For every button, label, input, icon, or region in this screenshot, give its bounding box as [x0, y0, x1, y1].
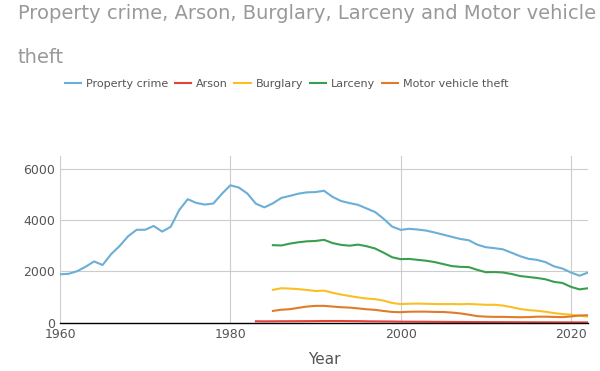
Text: theft: theft [18, 48, 64, 67]
Legend: Property crime, Arson, Burglary, Larceny, Motor vehicle theft: Property crime, Arson, Burglary, Larceny… [60, 75, 513, 93]
X-axis label: Year: Year [308, 352, 340, 367]
Text: Property crime, Arson, Burglary, Larceny and Motor vehicle: Property crime, Arson, Burglary, Larceny… [18, 4, 596, 23]
